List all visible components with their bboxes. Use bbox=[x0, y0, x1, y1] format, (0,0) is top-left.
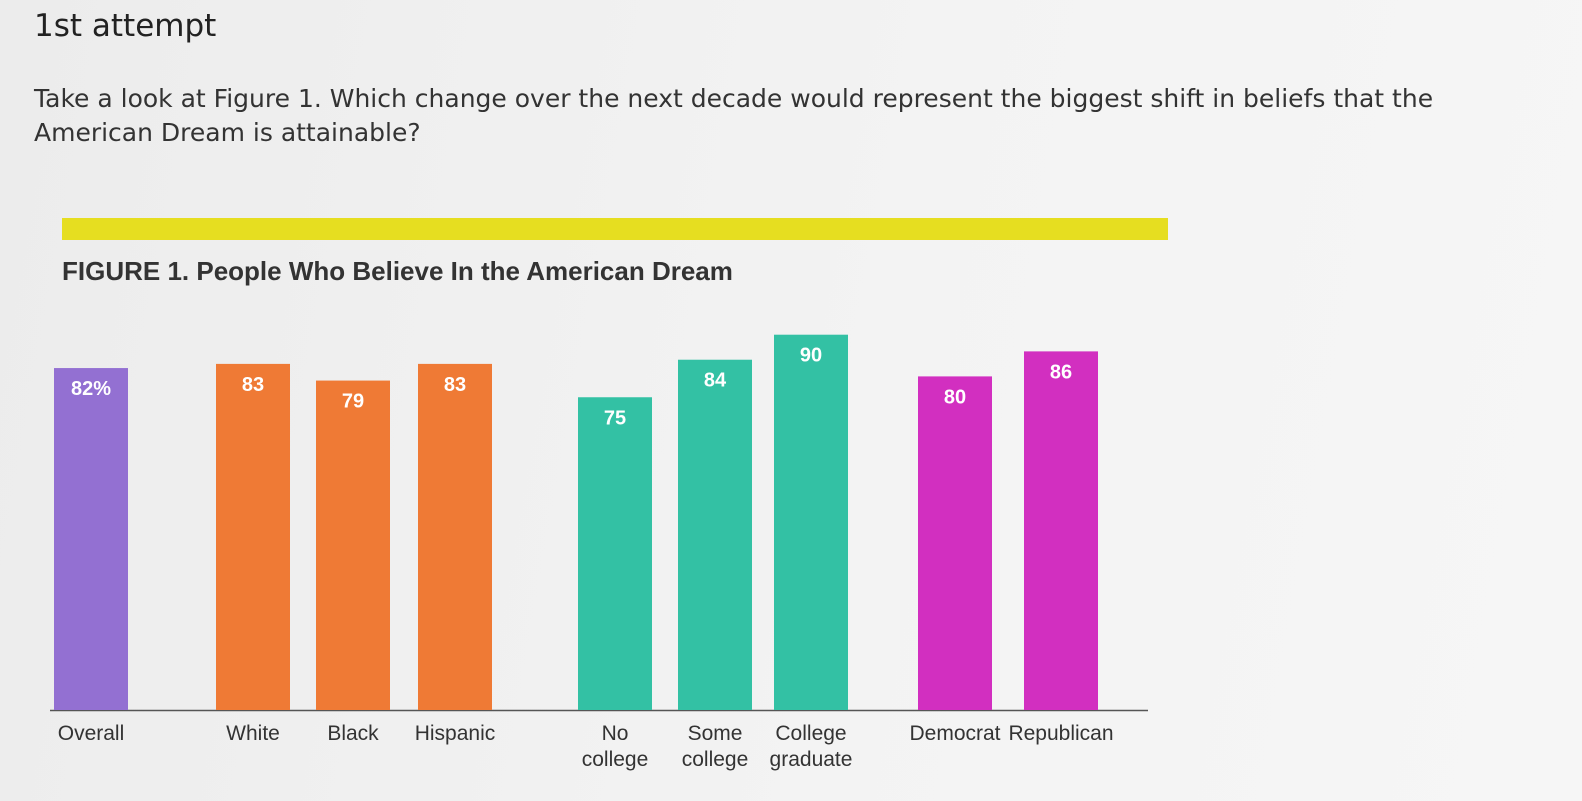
accent-bar bbox=[62, 218, 1168, 240]
tick-label: college bbox=[682, 748, 749, 771]
tick-label: college bbox=[582, 748, 649, 771]
tick-label: No bbox=[602, 722, 629, 745]
attempt-heading: 1st attempt bbox=[34, 8, 217, 44]
tick-label: graduate bbox=[770, 748, 853, 771]
tick-label: Some bbox=[688, 722, 743, 745]
chart-title: FIGURE 1. People Who Believe In the Amer… bbox=[62, 256, 733, 286]
figure-1: FIGURE 1. People Who Believe In the Amer… bbox=[50, 214, 1180, 794]
tick-label: Democrat bbox=[909, 722, 1000, 745]
data-label: 79 bbox=[342, 391, 364, 413]
bar-democrat bbox=[918, 376, 992, 710]
data-label: 86 bbox=[1050, 361, 1072, 383]
bar-black bbox=[316, 380, 390, 710]
data-label: 83 bbox=[444, 374, 466, 396]
data-label: 83 bbox=[242, 374, 264, 396]
tick-label: Hispanic bbox=[415, 722, 496, 745]
bar-chart: 82% Overall 83 White 79 Black 83 Hispanic 75 No co… bbox=[50, 334, 1148, 771]
bar-white bbox=[216, 363, 290, 710]
tick-label: Overall bbox=[58, 722, 125, 745]
bar-overall bbox=[54, 368, 128, 710]
tick-label: Republican bbox=[1008, 722, 1113, 745]
tick-label: College bbox=[775, 722, 846, 745]
bar-college-graduate bbox=[774, 334, 848, 710]
bar-republican bbox=[1024, 351, 1098, 710]
data-label: 90 bbox=[800, 345, 822, 367]
bar-hispanic bbox=[418, 363, 492, 710]
data-label: 82% bbox=[71, 378, 111, 400]
tick-label: Black bbox=[327, 722, 379, 745]
question-text: Take a look at Figure 1. Which change ov… bbox=[34, 84, 1434, 147]
bar-some-college bbox=[678, 359, 752, 710]
data-label: 84 bbox=[704, 370, 727, 392]
bar-no-college bbox=[578, 397, 652, 710]
tick-label: White bbox=[226, 722, 280, 745]
data-label: 80 bbox=[944, 386, 966, 408]
data-label: 75 bbox=[604, 407, 626, 429]
